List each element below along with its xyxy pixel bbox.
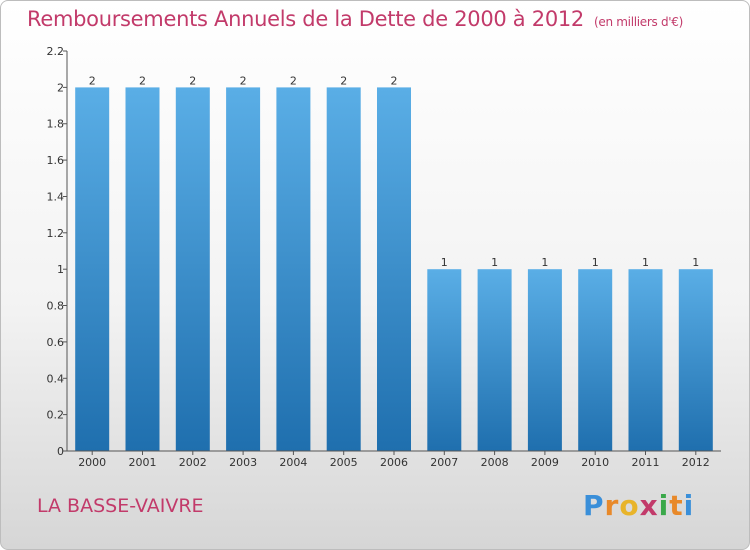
x-tick-label: 2000 (78, 456, 106, 469)
bar-value-label: 1 (541, 256, 548, 269)
logo-letter: t (669, 489, 684, 522)
chart-title-text: Remboursements Annuels de la Dette de 20… (27, 7, 584, 31)
y-tick-label: 0.8 (47, 300, 65, 313)
bar-2000 (75, 87, 110, 452)
bar-2011 (628, 269, 663, 451)
x-tick-label: 2011 (632, 456, 660, 469)
x-tick-label: 2006 (380, 456, 408, 469)
bar-value-label: 1 (642, 256, 649, 269)
x-tick-label: 2007 (430, 456, 458, 469)
x-tick-label: 2001 (129, 456, 157, 469)
bar-2009 (527, 269, 562, 451)
proxiti-logo: Proxiti (583, 489, 694, 522)
bar-value-label: 1 (491, 256, 498, 269)
y-tick-label: 1 (57, 263, 64, 276)
bar-2005 (326, 87, 361, 452)
bar-2012 (678, 269, 713, 451)
y-tick-label: 1.8 (47, 118, 65, 131)
bar-value-label: 2 (89, 74, 96, 87)
bar-value-label: 1 (441, 256, 448, 269)
chart-title: Remboursements Annuels de la Dette de 20… (27, 7, 683, 31)
y-tick-label: 1.4 (47, 191, 65, 204)
logo-letter: i (658, 489, 670, 522)
logo-letter: r (604, 489, 620, 522)
bar-2003 (226, 87, 261, 452)
bar-2007 (427, 269, 462, 451)
y-tick-label: 2 (57, 81, 64, 94)
x-tick-label: 2005 (330, 456, 358, 469)
x-tick-label: 2012 (682, 456, 710, 469)
bar-value-label: 2 (340, 74, 347, 87)
y-tick-label: 1.2 (47, 227, 65, 240)
logo-letter: x (639, 489, 659, 522)
bar-2010 (578, 269, 613, 451)
y-tick-label: 0.4 (47, 372, 65, 385)
x-tick-label: 2008 (481, 456, 509, 469)
y-tick-label: 2.2 (47, 45, 65, 58)
bar-value-label: 2 (139, 74, 146, 87)
logo-letter: o (619, 489, 640, 522)
bar-2006 (377, 87, 411, 452)
bar-series: 2 2 2 2 2 2 2 1 1 1 1 1 1 (75, 74, 713, 452)
bar-value-label: 1 (692, 256, 699, 269)
x-tick-label: 2004 (279, 456, 307, 469)
bar-value-label: 2 (240, 74, 247, 87)
logo-letter: P (583, 489, 605, 522)
x-tick-label: 2003 (229, 456, 257, 469)
bar-2008 (477, 269, 512, 451)
bar-value-label: 2 (189, 74, 196, 87)
bar-2004 (276, 87, 311, 452)
logo-letter: i (683, 489, 695, 522)
x-tick-label: 2009 (531, 456, 559, 469)
bar-value-label: 2 (391, 74, 398, 87)
y-tick-label: 0 (57, 445, 64, 458)
chart-subtitle: (en milliers d'€) (594, 15, 684, 29)
bar-value-label: 1 (592, 256, 599, 269)
y-tick-label: 0.6 (47, 336, 65, 349)
x-tick-label: 2010 (581, 456, 609, 469)
bar-value-label: 2 (290, 74, 297, 87)
x-tick-label: 2002 (179, 456, 207, 469)
bar-2002 (175, 87, 210, 452)
bar-2001 (125, 87, 160, 452)
commune-name: LA BASSE-VAIVRE (37, 495, 204, 517)
y-tick-label: 0.2 (47, 409, 65, 422)
axes: 2000 2001 2002 2003 2004 2005 2006 2007 2008 2009… (47, 45, 721, 469)
y-tick-label: 1.6 (47, 154, 65, 167)
